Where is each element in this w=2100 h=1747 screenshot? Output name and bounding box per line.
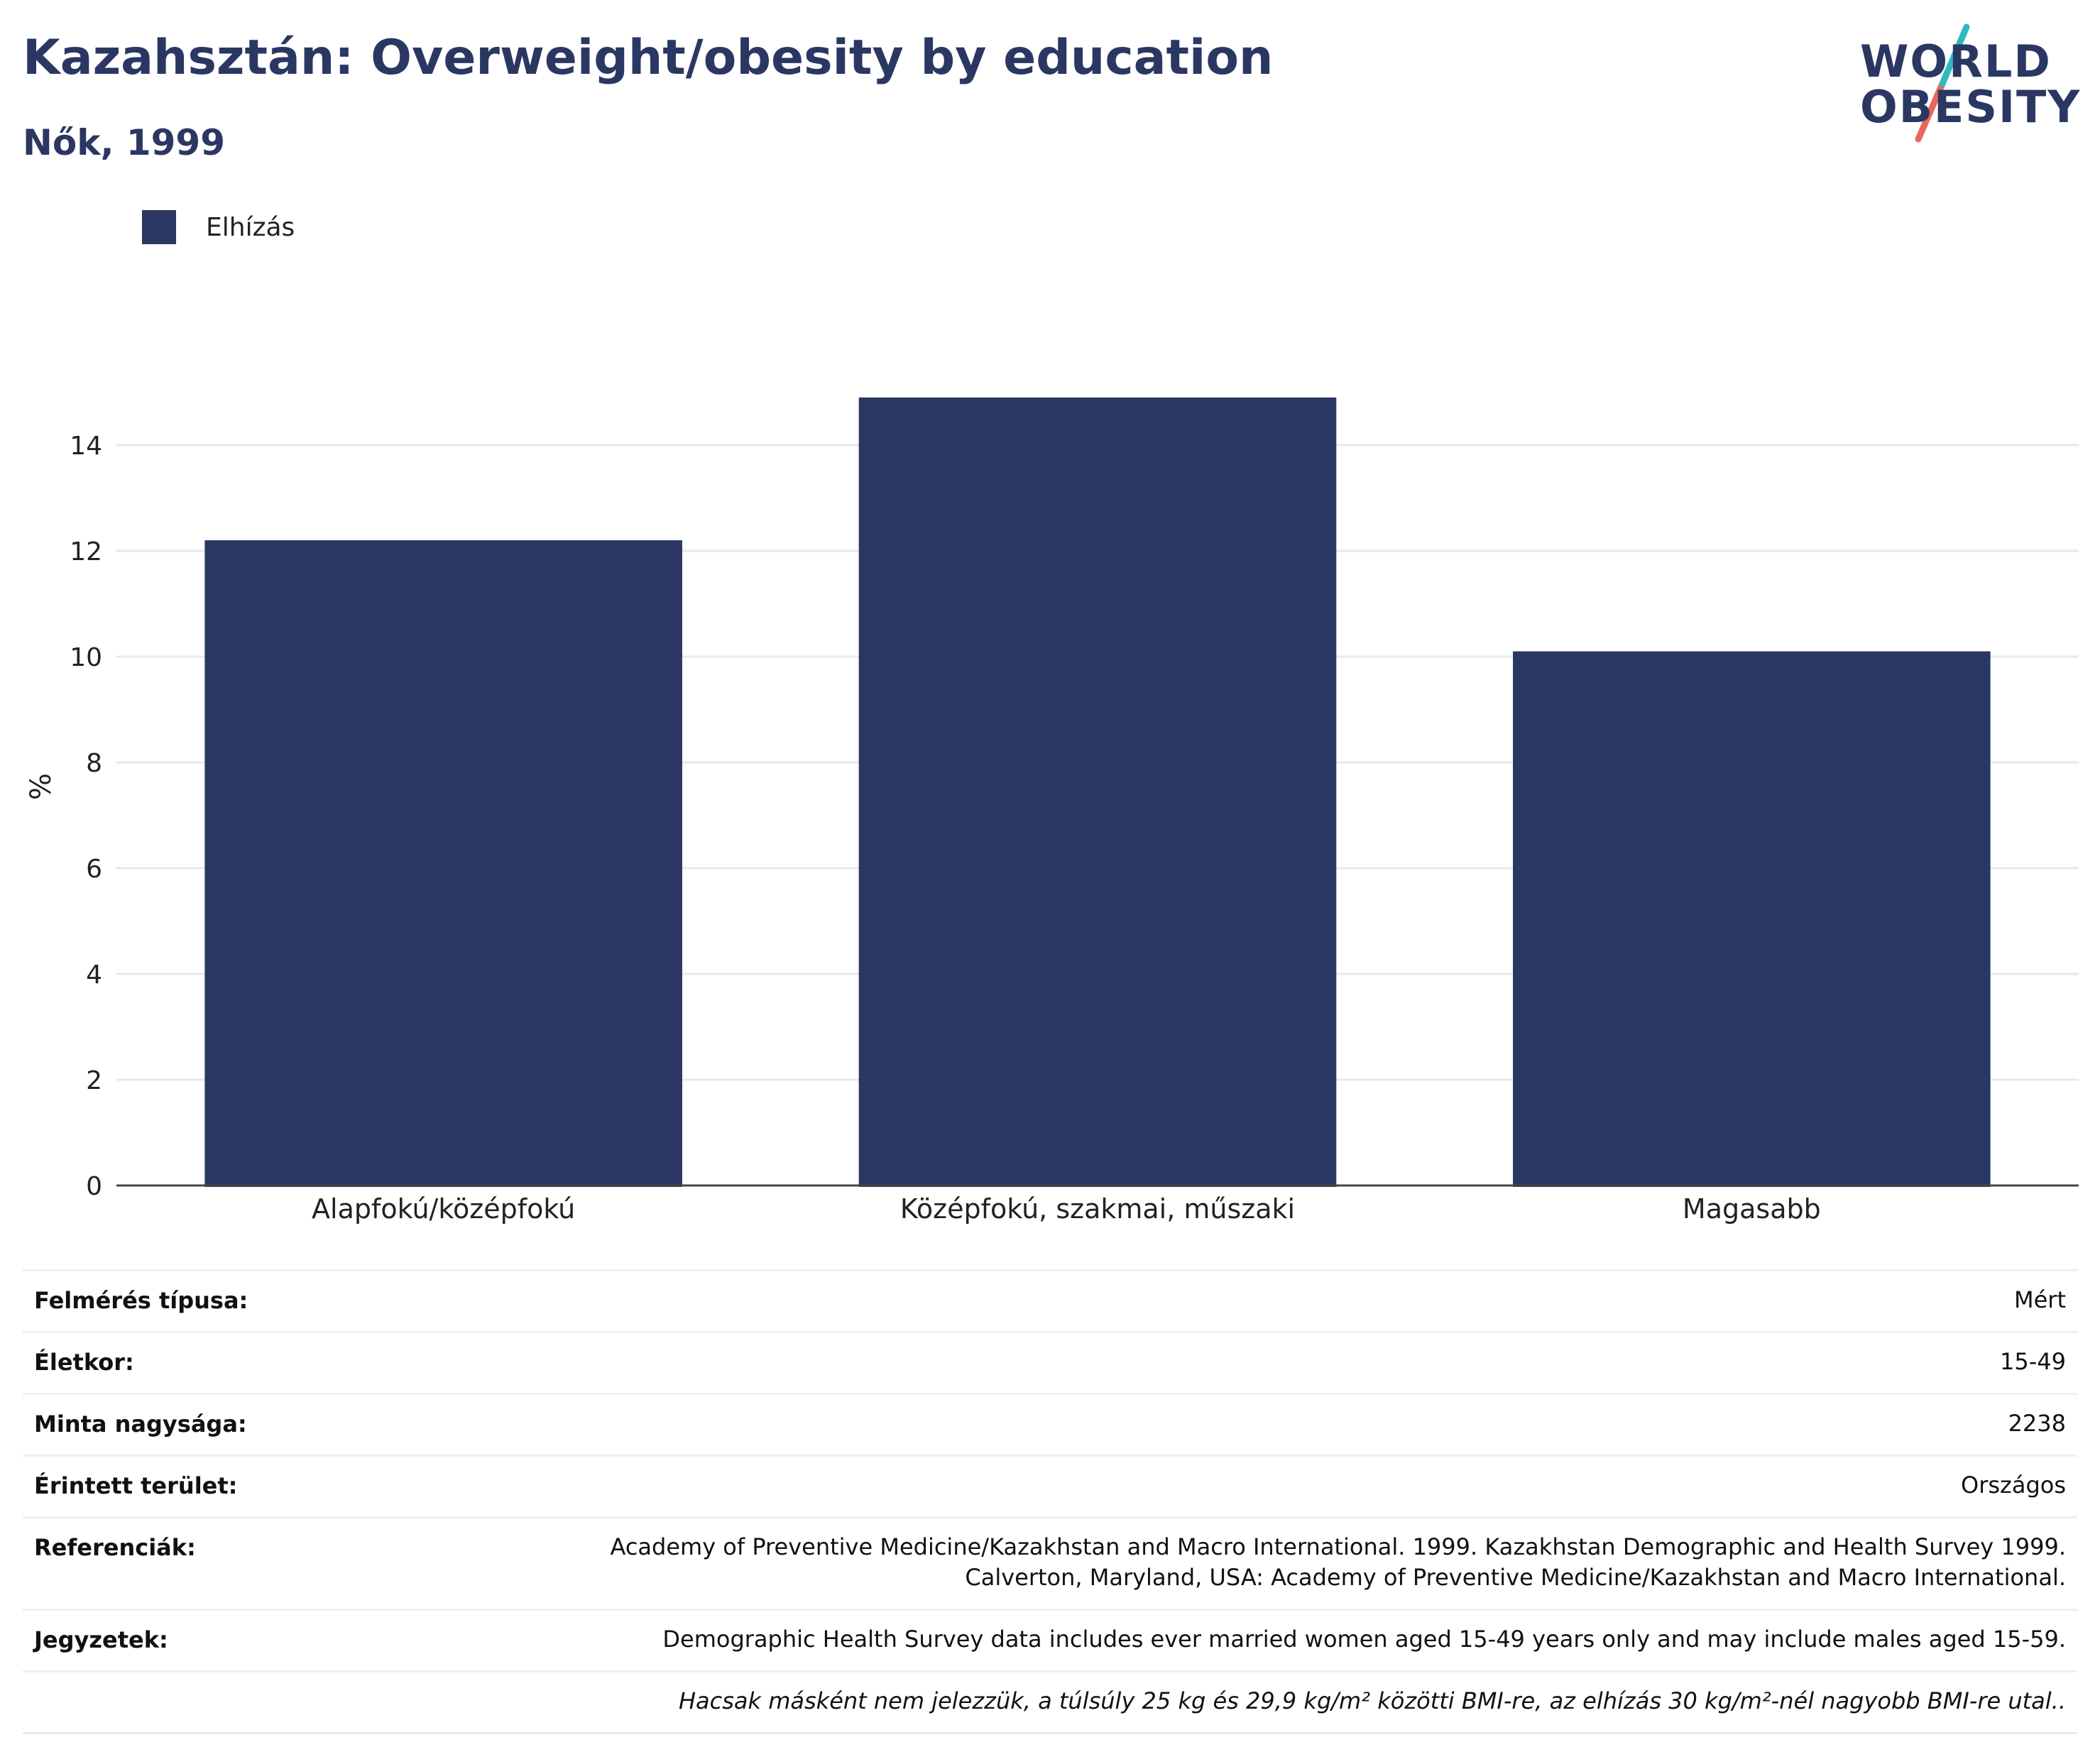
y-tick-label: 6 — [86, 855, 102, 884]
bar — [858, 397, 1337, 1188]
metadata-table: Felmérés típusa: Mért Életkor: 15-49 Minta n… — [23, 1269, 2077, 1734]
metadata-value-line: Calverton, Maryland, USA: Academy of Pre… — [965, 1564, 2066, 1591]
bar-chart: 0 2 4 6 8 10 12 14 Alapfokú/középfokú Középfokú, … — [70, 397, 2079, 1225]
y-tick-label: 8 — [86, 749, 102, 778]
legend-label: Elhízás — [206, 212, 295, 242]
metadata-row: Minta nagysága: 2238 — [23, 1393, 2077, 1455]
y-tick-label: 10 — [70, 643, 102, 672]
x-tick-label: Középfokú, szakmai, műszaki — [900, 1193, 1295, 1225]
metadata-value-line: Demographic Health Survey data includes … — [662, 1626, 2066, 1653]
x-tick-label: Magasabb — [1683, 1193, 1821, 1225]
metadata-value-line: Academy of Preventive Medicine/Kazakhsta… — [610, 1533, 2066, 1560]
chart-subtitle: Nők, 1999 — [23, 122, 226, 163]
metadata-row: Életkor: 15-49 — [23, 1331, 2077, 1393]
bmi-definition-note: Hacsak másként nem jelezzük, a túlsúly 2… — [678, 1687, 2066, 1714]
metadata-label: Érintett terület: — [34, 1472, 238, 1499]
legend-swatch — [142, 210, 176, 244]
metadata-value: Academy of Preventive Medicine/Kazakhsta… — [610, 1532, 2066, 1593]
bar — [1513, 651, 1991, 1187]
y-tick-label: 4 — [86, 960, 102, 990]
chart-legend: Elhízás — [142, 210, 295, 244]
metadata-row: Felmérés típusa: Mért — [23, 1269, 2077, 1331]
metadata-value-line: Mért — [2014, 1286, 2066, 1313]
logo-slash-icon — [1915, 23, 1970, 143]
metadata-row: Érintett terület: Országos — [23, 1455, 2077, 1516]
y-tick-label: 12 — [70, 537, 102, 566]
metadata-value: Országos — [1961, 1470, 2066, 1501]
metadata-value: 2238 — [2008, 1408, 2066, 1439]
metadata-row: Jegyzetek: Demographic Health Survey data… — [23, 1609, 2077, 1670]
y-tick-label: 2 — [86, 1066, 102, 1095]
metadata-label: Referenciák: — [34, 1534, 196, 1561]
metadata-row: Referenciák: Academy of Preventive Medici… — [23, 1516, 2077, 1609]
world-obesity-logo: WORLD OBESITY — [1853, 20, 2087, 155]
logo-word-world: WORLD — [1860, 35, 2052, 87]
metadata-label: Életkor: — [34, 1349, 134, 1376]
metadata-value: Demographic Health Survey data includes … — [662, 1624, 2066, 1655]
metadata-value-line: Országos — [1961, 1472, 2066, 1499]
bar — [204, 540, 682, 1187]
metadata-value: Mért — [2014, 1285, 2066, 1315]
metadata-value-line: 2238 — [2008, 1410, 2066, 1437]
metadata-label: Jegyzetek: — [34, 1626, 168, 1653]
x-tick-label: Alapfokú/középfokú — [312, 1193, 575, 1225]
metadata-value: 15-49 — [2000, 1347, 2066, 1377]
chart-title: Kazahsztán: Overweight/obesity by educat… — [23, 30, 1274, 86]
metadata-label: Minta nagysága: — [34, 1411, 247, 1437]
metadata-label: Felmérés típusa: — [34, 1287, 248, 1314]
metadata-value-line: 15-49 — [2000, 1348, 2066, 1375]
metadata-note-row: Hacsak másként nem jelezzük, a túlsúly 2… — [23, 1670, 2077, 1734]
logo-word-obesity: OBESITY — [1860, 81, 2082, 133]
y-tick-label: 14 — [70, 432, 102, 461]
y-tick-label: 0 — [86, 1172, 102, 1201]
